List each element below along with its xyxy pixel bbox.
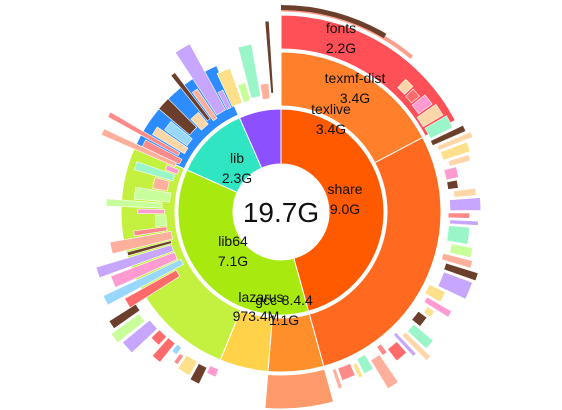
share-name-label: share — [327, 181, 362, 197]
small-segment-17[interactable] — [441, 252, 473, 269]
small-segment-5[interactable] — [430, 124, 467, 147]
small-segment-0[interactable] — [397, 78, 414, 95]
small-segment-11[interactable] — [453, 187, 477, 198]
lib-name-label: lib — [230, 150, 244, 166]
lib64-name-label: lib64 — [218, 233, 248, 249]
small-segment-29[interactable] — [370, 354, 399, 390]
small-segment-15[interactable] — [446, 225, 471, 245]
small-segment-49[interactable] — [109, 231, 174, 255]
small-segment-23[interactable] — [411, 310, 428, 327]
texlive-size-label: 3.4G — [316, 121, 346, 137]
small-segment-18[interactable] — [443, 262, 479, 282]
small-segment-10[interactable] — [446, 179, 459, 190]
small-segment-4[interactable] — [424, 115, 454, 139]
small-segment-44[interactable] — [124, 269, 181, 309]
small-segment-69[interactable] — [216, 67, 243, 107]
sunburst-outer-fragments — [95, 20, 482, 390]
small-segment-26[interactable] — [393, 332, 417, 357]
small-segment-22[interactable] — [423, 306, 435, 318]
small-segment-52[interactable] — [137, 208, 165, 214]
small-segment-35[interactable] — [189, 363, 208, 385]
lazarus-size-label: 973.4M — [233, 308, 280, 324]
small-segment-9[interactable] — [443, 166, 459, 181]
small-segment-47[interactable] — [95, 244, 174, 279]
small-segment-60[interactable] — [107, 111, 181, 156]
lib-size-label: 2.3G — [222, 170, 252, 186]
small-segment-8[interactable] — [447, 154, 471, 167]
small-segment-33[interactable] — [331, 368, 343, 390]
small-segment-68[interactable] — [217, 89, 232, 110]
small-segment-40[interactable] — [150, 329, 167, 346]
small-segment-38[interactable] — [171, 343, 183, 356]
share-size-label: 9.0G — [330, 201, 360, 217]
small-segment-1[interactable] — [405, 88, 420, 104]
small-segment-24[interactable] — [407, 323, 434, 350]
small-segment-65[interactable] — [170, 72, 211, 122]
small-segment-56[interactable] — [133, 161, 176, 182]
small-segment-67[interactable] — [174, 43, 226, 116]
small-segment-71[interactable] — [237, 43, 262, 99]
small-segment-6[interactable] — [436, 131, 474, 151]
fonts-size-label: 2.2G — [326, 40, 356, 56]
small-segment-55[interactable] — [152, 177, 170, 192]
small-segment-46[interactable] — [110, 251, 178, 288]
small-segment-63[interactable] — [158, 98, 198, 136]
small-segment-28[interactable] — [376, 343, 388, 356]
gcc-size-label: 1.1G — [269, 312, 299, 328]
small-segment-70[interactable] — [237, 82, 251, 103]
small-segment-61[interactable] — [152, 126, 189, 155]
small-segment-30[interactable] — [356, 354, 374, 375]
total-size-label: 19.7G — [243, 197, 319, 228]
lazarus-name-label: lazarus — [238, 289, 283, 305]
small-segment-25[interactable] — [401, 331, 431, 361]
small-segment-50[interactable] — [133, 226, 168, 237]
small-segment-51[interactable] — [154, 214, 167, 227]
small-segment-42[interactable] — [110, 313, 146, 344]
gcc-name-label: gcc-8.4.4 — [255, 292, 313, 308]
small-segment-14[interactable] — [449, 219, 479, 226]
small-segment-64[interactable] — [190, 111, 209, 131]
small-segment-3[interactable] — [416, 103, 444, 128]
texmf-size-label: 3.4G — [340, 90, 370, 106]
small-segment-41[interactable] — [122, 319, 158, 354]
small-segment-32[interactable] — [337, 363, 356, 381]
segment-gcc-ver[interactable] — [264, 368, 335, 410]
small-segment-57[interactable] — [164, 164, 180, 175]
texlive-name-label: texlive — [311, 101, 351, 117]
texmf-name-label: texmf-dist — [325, 70, 386, 86]
center-hole[interactable] — [233, 164, 329, 260]
small-segment-13[interactable] — [447, 212, 471, 219]
small-segment-54[interactable] — [133, 186, 172, 203]
small-segment-20[interactable] — [424, 284, 446, 303]
small-segment-7[interactable] — [440, 141, 471, 161]
small-segment-21[interactable] — [423, 296, 453, 318]
small-segment-36[interactable] — [177, 354, 198, 376]
small-segment-53[interactable] — [105, 198, 163, 209]
fonts-name-label: fonts — [326, 20, 356, 36]
sunburst-rings — [120, 5, 457, 410]
small-segment-48[interactable] — [126, 240, 173, 257]
small-segment-59[interactable] — [141, 139, 183, 165]
small-segment-12[interactable] — [449, 197, 482, 211]
small-segment-37[interactable] — [173, 353, 184, 366]
small-segment-39[interactable] — [151, 337, 176, 363]
small-segment-16[interactable] — [449, 243, 473, 259]
small-segment-73[interactable] — [264, 20, 274, 94]
small-segment-72[interactable] — [259, 83, 271, 100]
lib64-size-label: 7.1G — [218, 253, 248, 269]
small-segment-31[interactable] — [352, 362, 364, 379]
small-segment-27[interactable] — [387, 341, 408, 362]
small-segment-45[interactable] — [102, 258, 184, 306]
segment-fonts-rim[interactable] — [281, 5, 387, 39]
small-segment-66[interactable] — [191, 88, 218, 122]
small-segment-62[interactable] — [164, 121, 193, 147]
segment-texmf-dist[interactable] — [280, 14, 457, 137]
small-segment-19[interactable] — [437, 271, 473, 300]
segment-share-rest[interactable] — [308, 136, 442, 367]
small-segment-2[interactable] — [411, 94, 433, 115]
small-segment-34[interactable] — [206, 365, 220, 378]
